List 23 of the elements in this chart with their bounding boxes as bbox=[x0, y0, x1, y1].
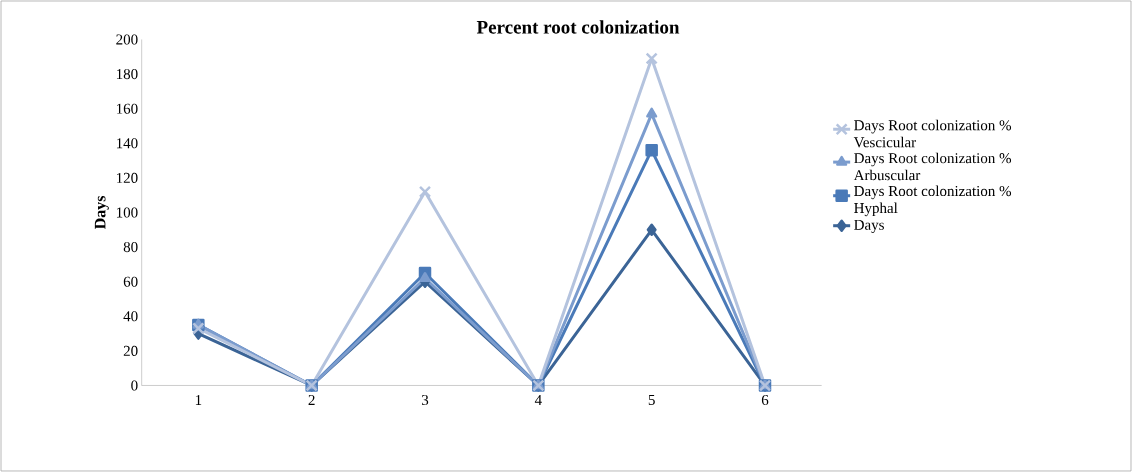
x-tick-label: 5 bbox=[648, 395, 655, 405]
y-tick-label: 80 bbox=[123, 242, 138, 253]
x-tick-label: 4 bbox=[534, 395, 542, 405]
legend-label: Days Root colonization % Arbuscular bbox=[853, 152, 1012, 181]
y-tick-label: 200 bbox=[116, 34, 138, 45]
y-axis-title: Days bbox=[94, 195, 109, 230]
legend-label: Days Root colonization % Vescicular bbox=[853, 119, 1012, 148]
x-tick-label: 6 bbox=[761, 395, 769, 406]
y-tick-label: 140 bbox=[116, 138, 138, 149]
x-tick-label: 3 bbox=[421, 395, 429, 406]
legend-label: Days bbox=[854, 219, 884, 233]
y-tick-label: 0 bbox=[131, 380, 138, 391]
x-tick-label: 1 bbox=[195, 395, 202, 405]
chart-title: Percent root colonization bbox=[476, 20, 680, 34]
y-tick-label: 40 bbox=[123, 311, 138, 322]
y-tick-label: 100 bbox=[116, 207, 138, 218]
y-tick-label: 180 bbox=[116, 69, 138, 80]
x-tick-label: 2 bbox=[308, 395, 315, 405]
y-tick-label: 60 bbox=[123, 276, 138, 287]
legend-label: Days Root colonization % Hyphal bbox=[854, 185, 1012, 217]
y-tick-label: 120 bbox=[116, 172, 138, 183]
y-tick-label: 160 bbox=[116, 103, 138, 114]
y-tick-label: 20 bbox=[123, 345, 138, 356]
